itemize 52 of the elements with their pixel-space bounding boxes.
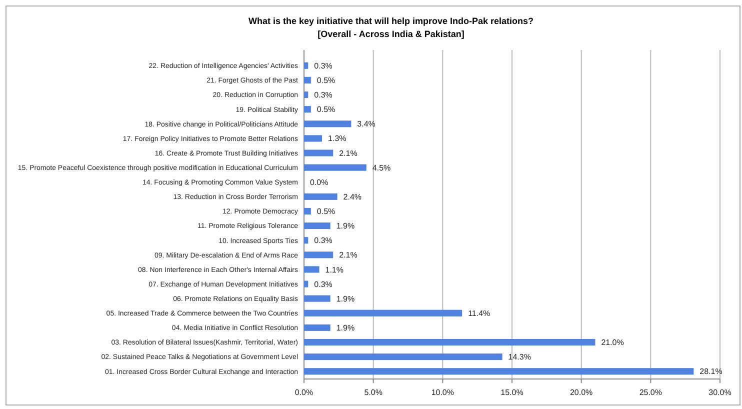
data-label: 1.3% [328,134,346,144]
bar [304,310,462,316]
data-label: 0.0% [310,178,328,187]
x-tick-label: 30.0% [708,388,732,397]
bar [304,338,596,346]
bar [304,120,352,128]
x-tick-label: 10.0% [431,388,454,397]
data-label: 2.1% [339,148,358,158]
bar [304,208,311,214]
data-label: 0.5% [316,76,336,85]
data-label: 1.9% [336,294,355,304]
bar [304,295,330,302]
bar [304,150,334,156]
bar [304,91,308,98]
data-label: 2.4% [343,192,362,202]
x-tick-label: 0.0% [294,388,314,397]
bar [304,354,502,360]
data-label: 0.3% [314,280,332,289]
data-label: 14.3% [508,352,531,362]
bar [304,266,320,273]
x-tick-label: 5.0% [364,388,382,397]
data-label: 0.3% [314,90,332,100]
bar [304,324,330,331]
bar [304,222,330,230]
bar [304,76,311,84]
chart-subtitle: [Overall - Across India & Pakistan] [318,29,464,39]
bar [304,193,338,200]
data-label: 0.3% [314,61,332,70]
bar [304,368,694,375]
data-label: 0.5% [316,207,336,216]
bar [304,280,308,288]
data-label: 21.0% [601,338,624,348]
bar [304,106,311,113]
data-label: 4.5% [372,163,391,172]
data-label: 0.5% [316,105,336,114]
data-label: 11.4% [468,308,490,318]
x-tick-label: 25.0% [639,388,662,397]
data-label: 2.1% [339,250,358,260]
bar [304,62,308,69]
bar [304,237,308,244]
data-label: 0.3% [314,236,332,246]
data-label: 1.9% [336,323,355,332]
data-label: 3.4% [357,120,376,129]
bar [304,135,322,142]
data-label: 28.1% [700,367,722,376]
bar [304,252,334,258]
x-tick-label: 15.0% [500,388,524,397]
x-tick-label: 20.0% [570,388,593,397]
data-label: 1.1% [325,265,344,274]
chart-title: What is the key initiative that will help improve Indo-Pak relations? [248,16,534,26]
bar [304,164,366,171]
data-label: 1.9% [336,222,355,231]
